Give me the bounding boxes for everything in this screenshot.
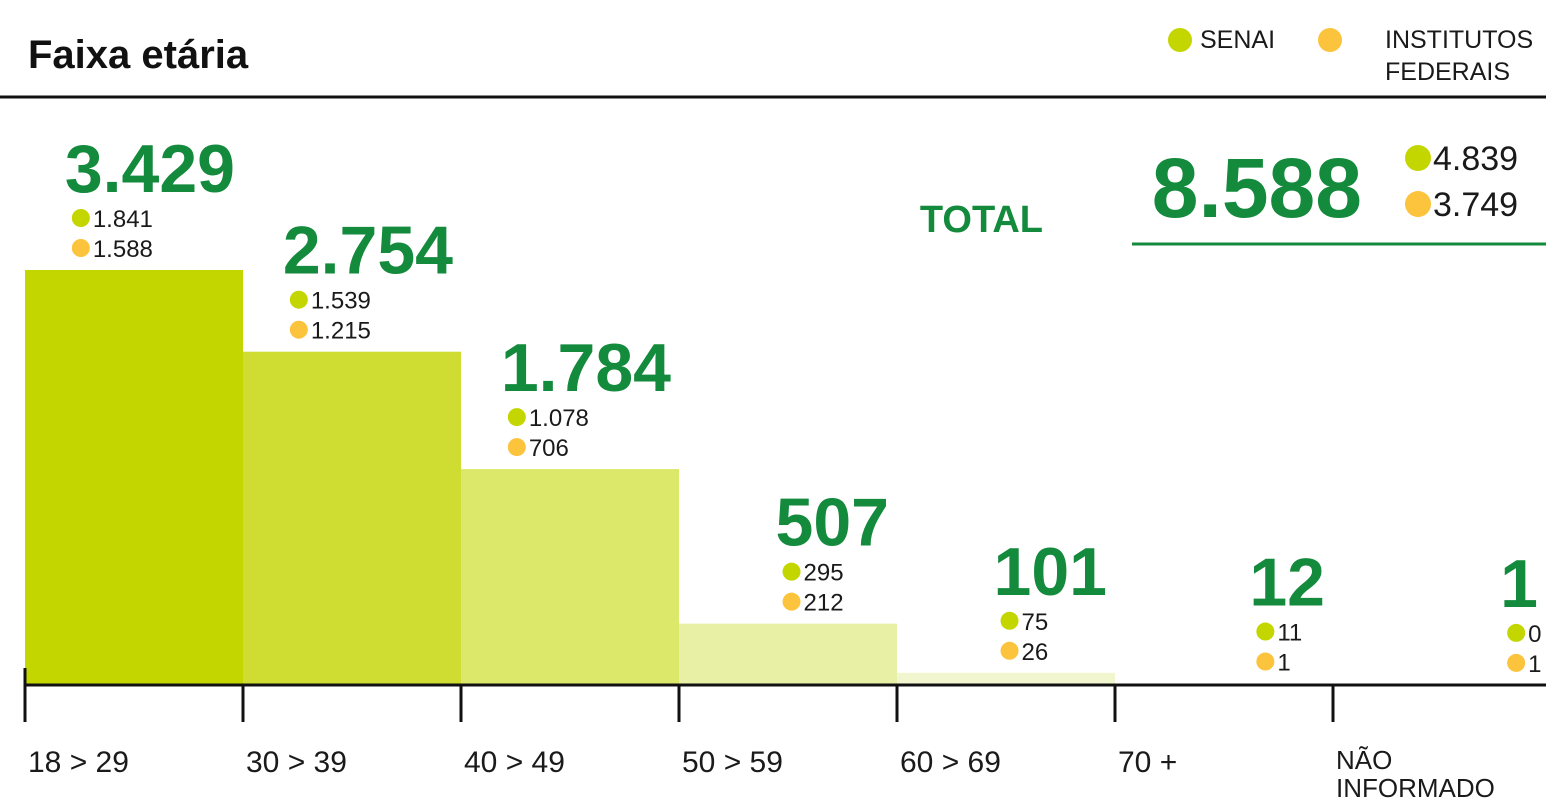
value-label: 12	[1249, 545, 1325, 621]
legend-label: SENAI	[1200, 26, 1276, 54]
total-series-label: 4.839	[1433, 140, 1518, 178]
series-value-label: 295	[804, 560, 844, 587]
series-value-label: 1	[1277, 650, 1290, 677]
total-label: TOTAL	[920, 199, 1043, 241]
x-tick-label: 30 > 39	[246, 746, 347, 779]
value-label: 2.754	[283, 213, 453, 289]
bar	[461, 469, 679, 685]
series-dot	[71, 239, 90, 257]
series-dot	[782, 592, 801, 611]
series-dot	[1256, 652, 1275, 671]
series-dot	[289, 290, 308, 309]
bar	[897, 672, 1115, 685]
legend-dot	[1168, 28, 1192, 52]
chart-title: Faixa etária	[28, 33, 249, 77]
series-value-label: 26	[1022, 639, 1049, 666]
x-tick-label: 18 > 29	[28, 746, 129, 779]
series-dot	[71, 209, 90, 227]
series-value-label: 1.215	[311, 318, 371, 345]
x-tick-label: 40 > 49	[464, 746, 565, 779]
series-value-label: 1.539	[311, 288, 371, 315]
bar	[679, 623, 897, 685]
series-dot	[507, 408, 526, 427]
series-value-label: 706	[529, 435, 569, 462]
bar	[25, 270, 243, 685]
total-series-dot	[1405, 191, 1431, 217]
series-dot	[1256, 622, 1275, 641]
series-value-label: 1	[1528, 651, 1541, 678]
x-tick-label: 60 > 69	[900, 746, 1001, 779]
value-label: 507	[776, 485, 889, 561]
series-value-label: 1.841	[93, 206, 153, 233]
series-value-label: 75	[1022, 609, 1049, 636]
x-tick-label: 70 +	[1118, 746, 1178, 779]
series-dot	[289, 320, 308, 339]
series-value-label: 11	[1277, 620, 1302, 647]
series-dot	[1507, 653, 1526, 672]
bar	[243, 351, 461, 685]
series-value-label: 0	[1528, 621, 1541, 648]
total-series-label: 3.749	[1433, 186, 1518, 224]
series-dot	[1000, 611, 1019, 630]
value-label: 1.784	[501, 330, 671, 406]
series-value-label: 212	[804, 590, 844, 617]
series-dot	[782, 562, 801, 581]
series-value-label: 1.588	[93, 236, 153, 263]
legend-label: INSTITUTOS FEDERAIS	[1385, 26, 1534, 86]
series-value-label: 1.078	[529, 405, 589, 432]
total-series-dot	[1405, 145, 1431, 171]
legend-dot	[1318, 28, 1342, 52]
value-label: 1	[1500, 546, 1538, 622]
x-tick-label: 50 > 59	[682, 746, 783, 779]
series-dot	[1507, 623, 1526, 642]
series-dot	[507, 438, 526, 457]
total-value: 8.588	[1152, 141, 1362, 235]
series-dot	[1000, 641, 1019, 660]
value-label: 101	[994, 534, 1107, 610]
x-tick-label: NÃO INFORMADO	[1336, 745, 1495, 803]
value-label: 3.429	[65, 131, 235, 207]
